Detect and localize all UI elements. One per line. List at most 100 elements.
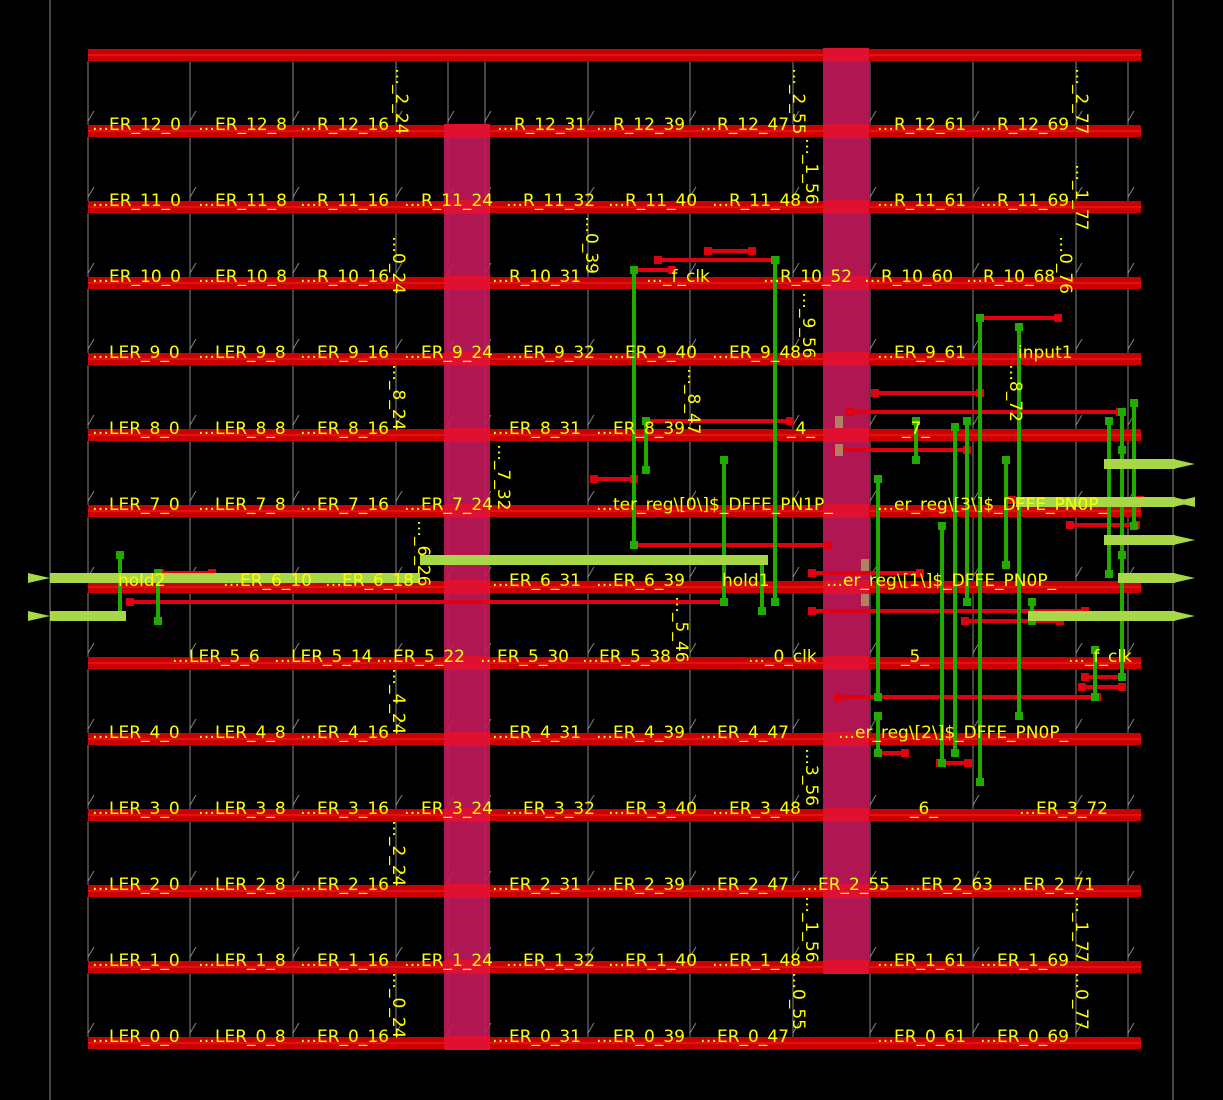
- instance-label: …ER_4_47: [700, 723, 789, 743]
- instance-label-vertical: …_6_26: [413, 520, 433, 586]
- route-via: [771, 598, 779, 606]
- site-orientation-mark: [189, 870, 197, 882]
- instance-label-vertical: …_2_55: [788, 68, 808, 134]
- instance-label-vertical: …0_24: [388, 236, 408, 294]
- route-via: [1081, 673, 1089, 681]
- io-pin-arrow[interactable]: [1173, 459, 1195, 469]
- instance-label-vertical: …_1_56: [801, 138, 821, 204]
- site-orientation-mark: [587, 718, 595, 730]
- instance-label: …ER_7_24: [404, 495, 493, 515]
- instance-label: …ER_3_48: [712, 799, 801, 819]
- route-via: [1008, 496, 1016, 504]
- strap-via: [823, 352, 869, 366]
- instance-label: …ER_12_8: [198, 115, 287, 135]
- route-via: [1091, 646, 1099, 654]
- site-orientation-mark: [972, 110, 980, 122]
- route-via: [1028, 598, 1036, 606]
- route-via: [1015, 323, 1023, 331]
- site-orientation-mark: [972, 946, 980, 958]
- instance-label: …LER_7_0: [92, 495, 180, 515]
- site-orientation-mark: [587, 262, 595, 274]
- site-orientation-mark: [1127, 718, 1135, 730]
- io-pin-bar[interactable]: [50, 573, 420, 583]
- strap-via: [823, 656, 869, 670]
- pin-stub: [861, 594, 869, 606]
- instance-label: …ER_1_61: [877, 951, 966, 971]
- instance-label: …ER_3_24: [404, 799, 493, 819]
- instance-label: …ER_5_30: [480, 647, 569, 667]
- instance-label: …R_12_16: [300, 115, 389, 135]
- site-orientation-mark: [87, 338, 95, 350]
- io-pins[interactable]: [28, 459, 1195, 621]
- instance-label: …LER_1_0: [92, 951, 180, 971]
- instance-label-vertical: …_5_46: [671, 596, 691, 662]
- io-pin-bar[interactable]: [1028, 611, 1175, 621]
- site-orientation-mark: [1127, 262, 1135, 274]
- site-orientation-mark: [87, 414, 95, 426]
- io-pin-bar[interactable]: [1104, 459, 1175, 469]
- instance-label: …ER_10_8: [198, 267, 287, 287]
- instance-label: hold1: [722, 571, 770, 591]
- io-pin-bar[interactable]: [1104, 535, 1175, 545]
- instance-label: …_0_clk: [748, 647, 817, 667]
- site-orientation-mark: [292, 718, 300, 730]
- site-orientation-mark: [792, 870, 800, 882]
- route-via: [808, 569, 816, 577]
- io-pin-arrow[interactable]: [1173, 497, 1195, 507]
- instance-labels: …ER_12_0 …ER_12_8 …R_12_16 …R_12_31 …R_12_39…: [92, 68, 1132, 1047]
- pin-stub: [835, 444, 843, 456]
- strap-via: [823, 884, 869, 898]
- instance-label: _7_: [901, 419, 930, 439]
- instance-label: …LER_0_0: [92, 1027, 180, 1047]
- instance-label: …ER_4_31: [492, 723, 581, 743]
- io-pin-bar[interactable]: [1118, 573, 1175, 583]
- site-orientation-mark: [1127, 338, 1135, 350]
- site-orientation-mark: [292, 870, 300, 882]
- instance-label-vertical: …_0_24: [388, 972, 408, 1038]
- instance-label: …ER_5_38: [582, 647, 671, 667]
- site-orientation-mark: [792, 338, 800, 350]
- io-pin-bar[interactable]: [50, 611, 126, 621]
- instance-label: …ER_2_16: [300, 875, 389, 895]
- route-via: [642, 466, 650, 474]
- site-orientation-mark: [292, 490, 300, 502]
- site-orientation-mark: [87, 262, 95, 274]
- instance-label: …ER_9_40: [608, 343, 697, 363]
- io-pin-arrow[interactable]: [28, 573, 50, 583]
- site-orientation-mark: [395, 110, 403, 122]
- instance-label: …LER_5_6: [172, 647, 260, 667]
- route-via: [951, 423, 959, 431]
- instance-label: …ER_0_61: [877, 1027, 966, 1047]
- instance-label: …ER_4_39: [596, 723, 685, 743]
- site-orientation-mark: [189, 718, 197, 730]
- route-via: [1015, 712, 1023, 720]
- site-orientation-mark: [1075, 110, 1083, 122]
- instance-label: …LER_9_0: [92, 343, 180, 363]
- site-orientation-mark: [792, 262, 800, 274]
- io-pin-arrow[interactable]: [1173, 611, 1195, 621]
- route-via: [1130, 522, 1138, 530]
- route-via: [1091, 693, 1099, 701]
- site-orientation-mark: [587, 870, 595, 882]
- route-via: [786, 417, 794, 425]
- site-orientation-mark: [87, 1022, 95, 1034]
- site-orientation-mark: [792, 642, 800, 654]
- site-orientation-mark: [689, 262, 697, 274]
- strap-via: [444, 504, 490, 518]
- instance-label: …R_12_31: [497, 115, 586, 135]
- io-pin-bar[interactable]: [420, 555, 768, 565]
- site-orientation-mark: [792, 794, 800, 806]
- io-pin-arrow[interactable]: [28, 611, 50, 621]
- route-via: [938, 522, 946, 530]
- site-orientation-mark: [292, 642, 300, 654]
- site-orientation-mark: [792, 490, 800, 502]
- site-orientation-mark: [395, 642, 403, 654]
- io-pin-arrow[interactable]: [1173, 573, 1195, 583]
- site-orientation-mark: [587, 794, 595, 806]
- route-via: [976, 314, 984, 322]
- io-pin-bar[interactable]: [1016, 497, 1175, 507]
- instance-label: …LER_0_8: [198, 1027, 286, 1047]
- io-pin-arrow[interactable]: [1173, 535, 1195, 545]
- instance-label-vertical: …0_77: [1071, 972, 1091, 1030]
